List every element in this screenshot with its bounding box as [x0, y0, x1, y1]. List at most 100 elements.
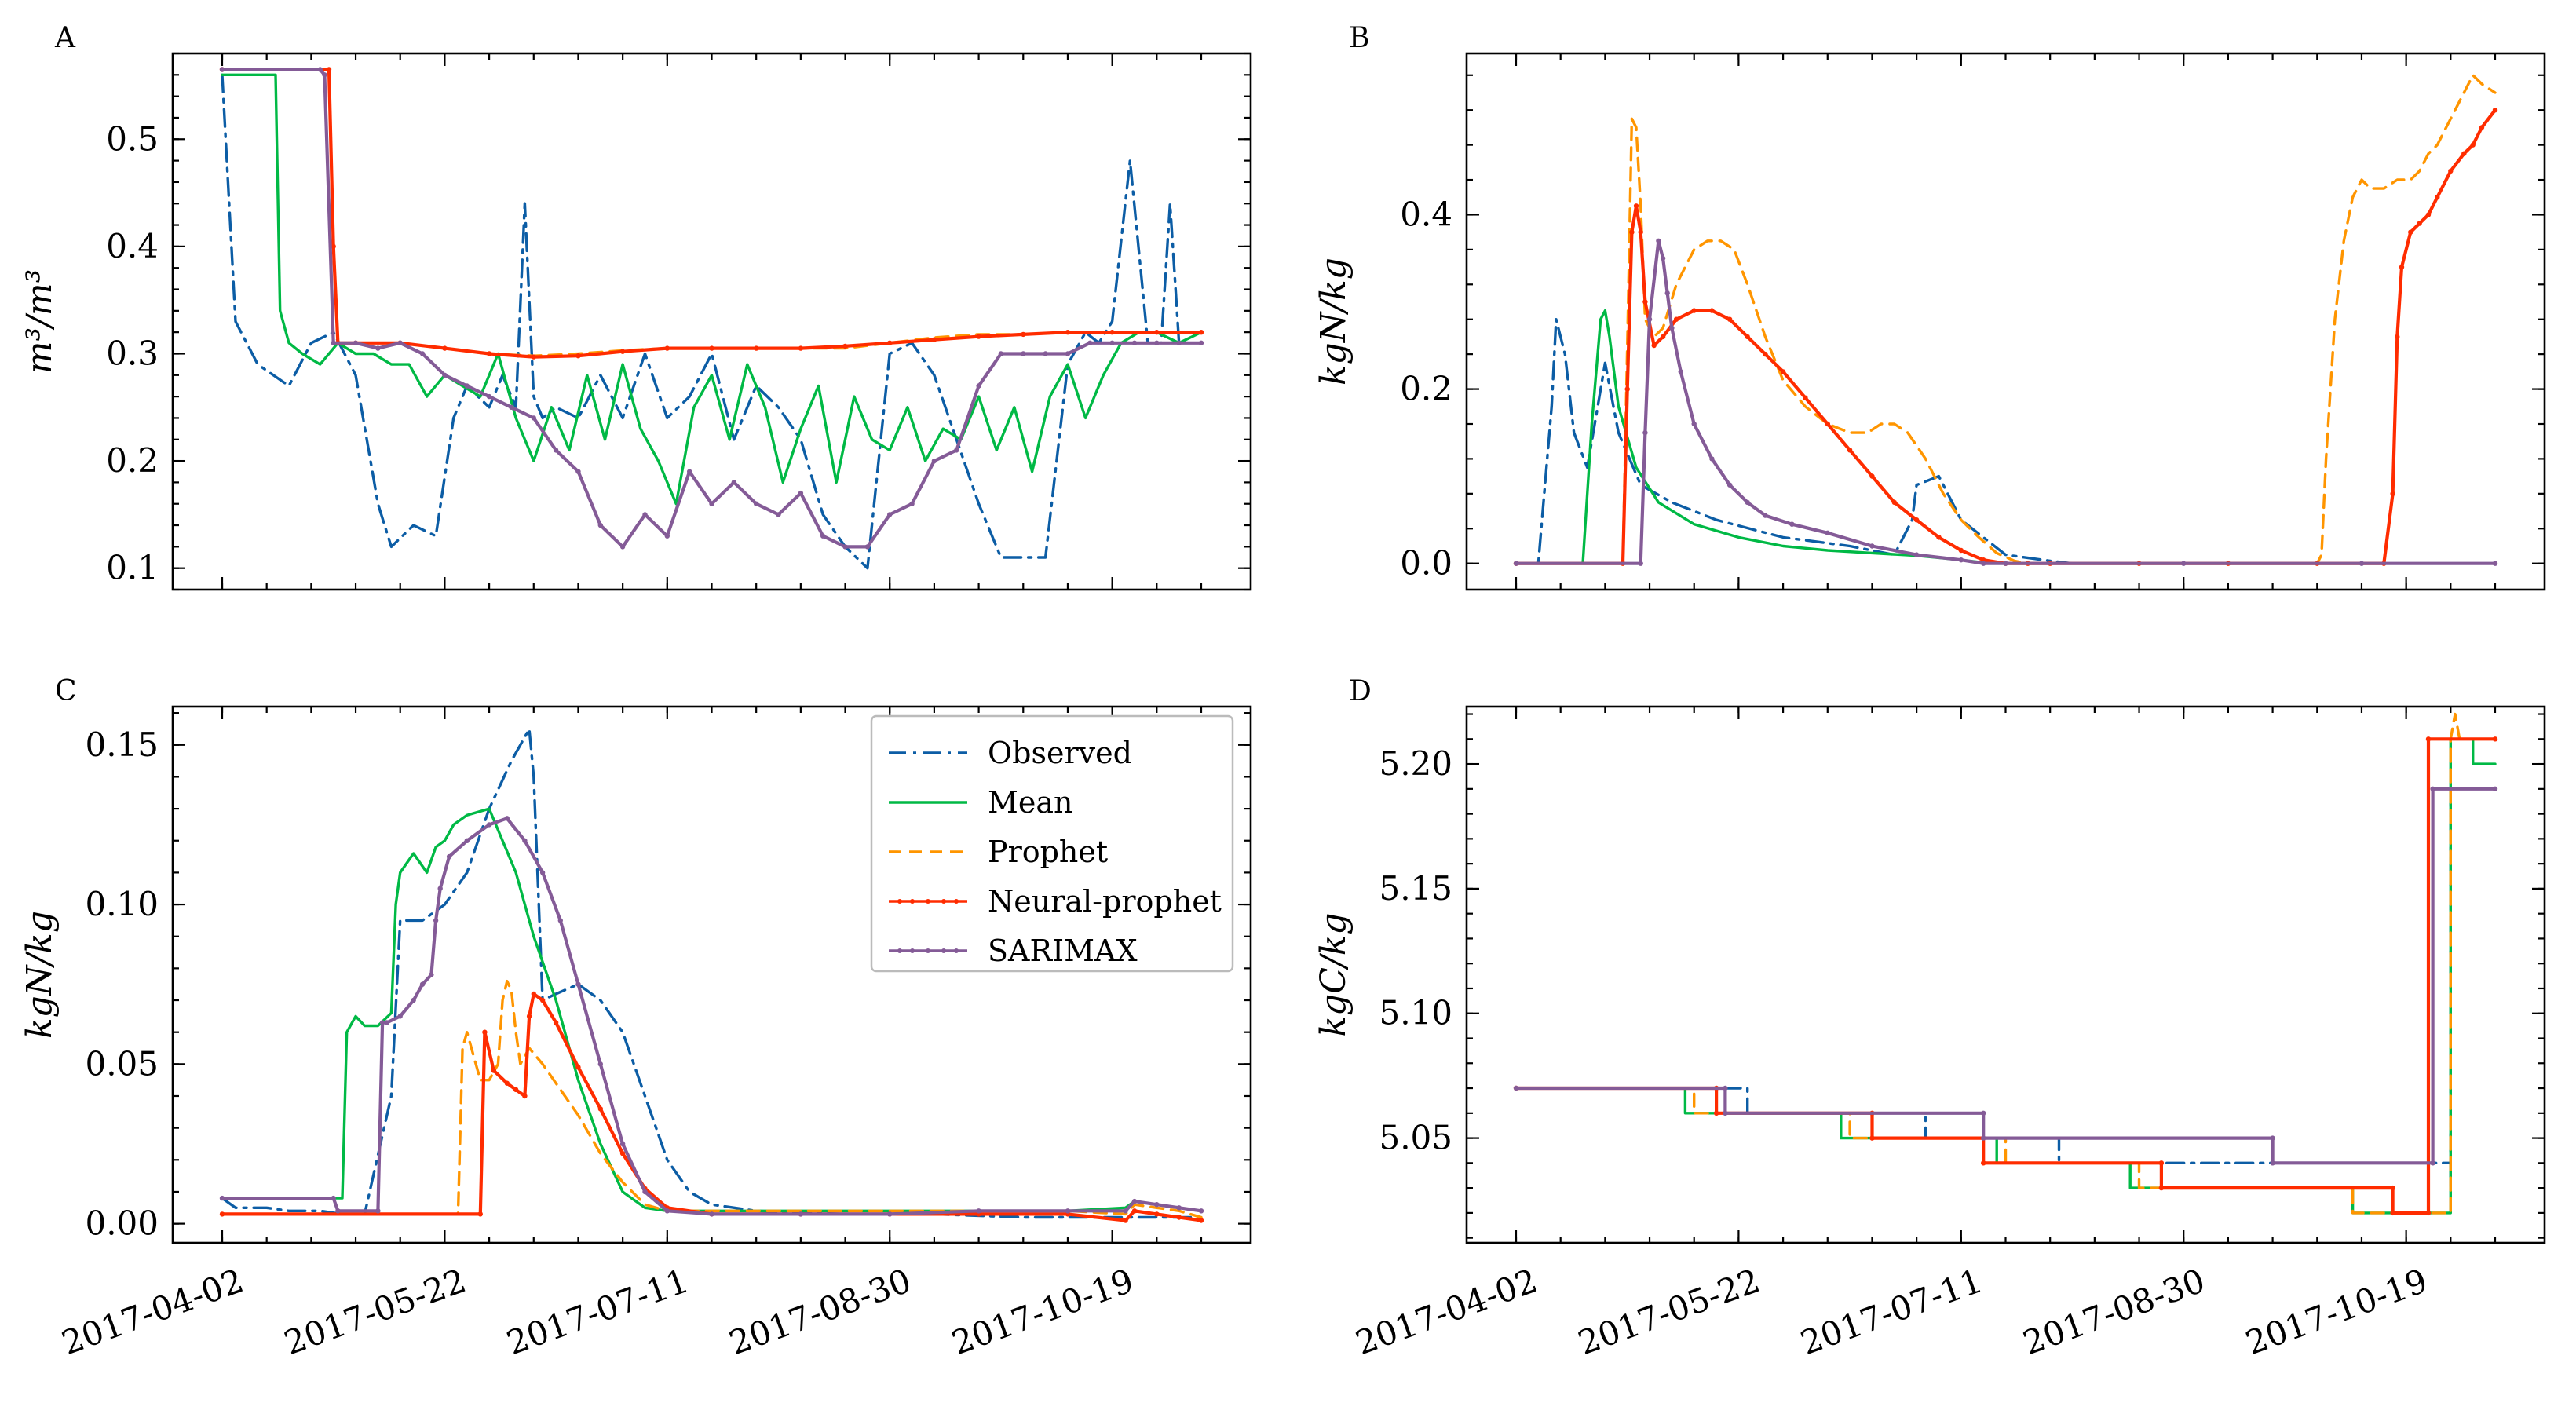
y-tick-label-d: 5.15: [1379, 869, 1452, 908]
marker-sarimax-a: [375, 345, 381, 351]
marker-neural-prophet-b: [1981, 557, 1986, 563]
marker-sarimax-a: [976, 383, 981, 389]
marker-sarimax-c: [1065, 1208, 1071, 1214]
marker-sarimax-c: [397, 1014, 403, 1019]
marker-sarimax-a: [1131, 340, 1138, 345]
marker-neural-prophet-a: [798, 345, 804, 351]
marker-sarimax-a: [954, 448, 959, 453]
y-tick-label-c: 0.05: [85, 1044, 159, 1083]
marker-sarimax-a: [709, 501, 714, 506]
marker-neural-prophet-d: [2390, 1210, 2395, 1216]
panel-label-c: C: [55, 675, 77, 707]
marker-sarimax-c: [709, 1211, 714, 1217]
legend-marker-sarimax: [954, 948, 959, 953]
marker-sarimax-b: [1869, 543, 1875, 549]
marker-sarimax-c: [375, 1208, 381, 1214]
marker-neural-prophet-a: [1021, 331, 1026, 338]
marker-sarimax-d: [1513, 1085, 1519, 1091]
marker-neural-prophet-d: [2492, 736, 2498, 742]
legend-marker-sarimax: [941, 948, 946, 953]
marker-sarimax-a: [909, 501, 915, 506]
marker-neural-prophet-a: [1198, 330, 1204, 335]
marker-sarimax-b: [1678, 369, 1683, 374]
marker-sarimax-b: [1691, 421, 1697, 427]
marker-neural-prophet-a: [486, 351, 492, 356]
panel-label-d: D: [1349, 675, 1372, 707]
y-tick-label-d: 5.10: [1379, 994, 1452, 1032]
marker-neural-prophet-c: [619, 1151, 626, 1156]
marker-neural-prophet-b: [1624, 386, 1630, 392]
marker-sarimax-b: [1913, 552, 1920, 557]
y-axis-label-c: kgN/kg: [20, 911, 60, 1039]
marker-neural-prophet-c: [504, 1080, 510, 1086]
marker-neural-prophet-d: [2390, 1185, 2395, 1191]
marker-sarimax-c: [522, 838, 528, 844]
marker-sarimax-c: [504, 816, 510, 821]
marker-sarimax-a: [531, 415, 536, 421]
marker-sarimax-a: [331, 340, 336, 345]
marker-neural-prophet-b: [1780, 369, 1786, 374]
marker-neural-prophet-a: [326, 67, 332, 72]
marker-sarimax-a: [1043, 351, 1048, 356]
marker-neural-prophet-c: [575, 1065, 581, 1070]
y-tick-label-c: 0.00: [85, 1204, 159, 1243]
marker-sarimax-a: [509, 404, 514, 410]
marker-neural-prophet-c: [482, 1029, 488, 1035]
marker-sarimax-a: [776, 512, 781, 517]
marker-neural-prophet-b: [1825, 421, 1830, 427]
series-sarimax-d: [1514, 787, 2497, 1165]
marker-neural-prophet-c: [1198, 1218, 1204, 1223]
y-tick-label-a: 0.1: [106, 549, 159, 587]
marker-sarimax-c: [486, 822, 492, 828]
marker-sarimax-b: [1646, 316, 1653, 322]
marker-neural-prophet-b: [1673, 316, 1679, 322]
marker-neural-prophet-a: [754, 345, 759, 351]
x-tick-label-d: 2017-08-30: [2018, 1261, 2209, 1362]
marker-neural-prophet-b: [1638, 229, 1643, 235]
marker-neural-prophet-a: [887, 340, 893, 345]
marker-sarimax-a: [597, 522, 603, 528]
panel-label-a: A: [54, 22, 76, 54]
marker-sarimax-d: [2430, 786, 2435, 791]
marker-sarimax-a: [731, 480, 736, 485]
marker-neural-prophet-b: [1891, 499, 1897, 506]
marker-sarimax-a: [553, 448, 559, 453]
series-group-d: [1513, 712, 2498, 1216]
marker-sarimax-c: [419, 981, 426, 987]
marker-neural-prophet-b: [1936, 535, 1942, 540]
marker-sarimax-c: [539, 870, 546, 875]
marker-neural-prophet-c: [539, 997, 546, 1003]
marker-neural-prophet-b: [2461, 151, 2467, 156]
marker-sarimax-c: [331, 1195, 336, 1201]
series-mean-b: [1515, 309, 2497, 565]
marker-neural-prophet-b: [1642, 299, 1648, 305]
marker-sarimax-c: [437, 886, 443, 891]
marker-neural-prophet-b: [2408, 229, 2413, 235]
y-axis-label-d: kgC/kg: [1314, 912, 1354, 1036]
marker-neural-prophet-b: [2425, 212, 2432, 217]
marker-neural-prophet-a: [619, 349, 626, 354]
marker-sarimax-c: [335, 1208, 341, 1214]
marker-neural-prophet-a: [1109, 330, 1115, 335]
marker-neural-prophet-c: [1154, 1211, 1160, 1217]
x-tick-label-c: 2017-04-02: [57, 1261, 248, 1362]
series-mean-a: [221, 73, 1203, 506]
marker-neural-prophet-b: [1913, 517, 1920, 523]
marker-sarimax-b: [1638, 561, 1643, 566]
marker-sarimax-a: [687, 469, 692, 474]
marker-neural-prophet-d: [1981, 1160, 1986, 1166]
marker-sarimax-c: [664, 1208, 670, 1214]
marker-sarimax-b: [1825, 530, 1830, 535]
marker-sarimax-a: [486, 393, 492, 400]
marker-sarimax-d: [2270, 1160, 2275, 1166]
marker-sarimax-c: [1176, 1205, 1182, 1211]
legend-marker-neural-prophet: [897, 899, 902, 904]
marker-sarimax-c: [619, 1141, 626, 1147]
y-tick-label-b: 0.0: [1400, 544, 1452, 583]
legend-marker-neural-prophet: [926, 899, 930, 904]
marker-neural-prophet-b: [1745, 334, 1750, 340]
marker-neural-prophet-c: [219, 1211, 225, 1217]
legend-marker-sarimax: [910, 948, 915, 953]
marker-neural-prophet-b: [1726, 316, 1733, 322]
